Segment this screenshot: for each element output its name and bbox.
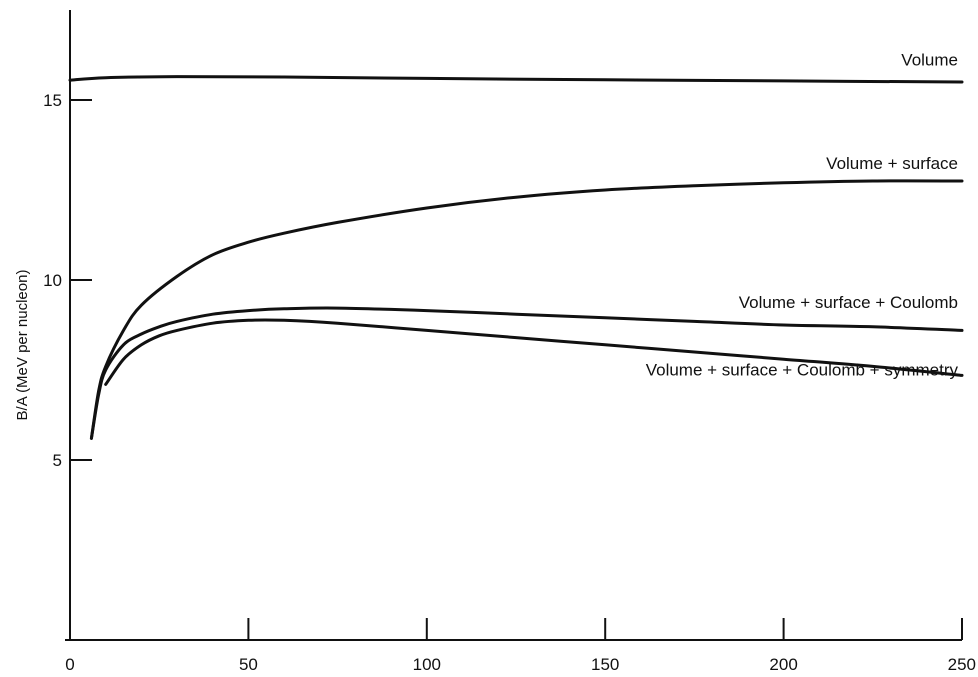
x-tick-label: 250: [948, 655, 976, 674]
y-tick-label: 10: [43, 271, 62, 290]
curve-volume-surface: [89, 179, 964, 440]
curve-volume-surface-coulomb: [89, 306, 964, 440]
ticks: 0 50 100 150 200 250 5 10 15: [43, 91, 976, 674]
curve-volume-surface-coulomb-symmetry: [104, 318, 964, 386]
series-label-volume-surface-coulomb: Volume + surface + Coulomb: [739, 293, 958, 312]
curves: [68, 75, 964, 440]
series-labels: Volume Volume + surface Volume + surface +…: [646, 51, 959, 380]
x-tick-label: 200: [769, 655, 797, 674]
y-axis-label: B/A (MeV per nucleon): [14, 270, 31, 421]
series-label-volume: Volume: [901, 51, 958, 70]
x-tick-label: 0: [65, 655, 74, 674]
x-tick-label: 100: [413, 655, 441, 674]
series-label-volume-surface-coulomb-symmetry: Volume + surface + Coulomb + symmetry: [646, 360, 959, 379]
axes: [65, 10, 962, 641]
x-tick-label: 50: [239, 655, 258, 674]
x-tick-label: 150: [591, 655, 619, 674]
y-tick-label: 5: [53, 451, 62, 470]
curve-volume: [68, 75, 964, 84]
y-tick-label: 15: [43, 91, 62, 110]
series-label-volume-surface: Volume + surface: [826, 154, 958, 173]
